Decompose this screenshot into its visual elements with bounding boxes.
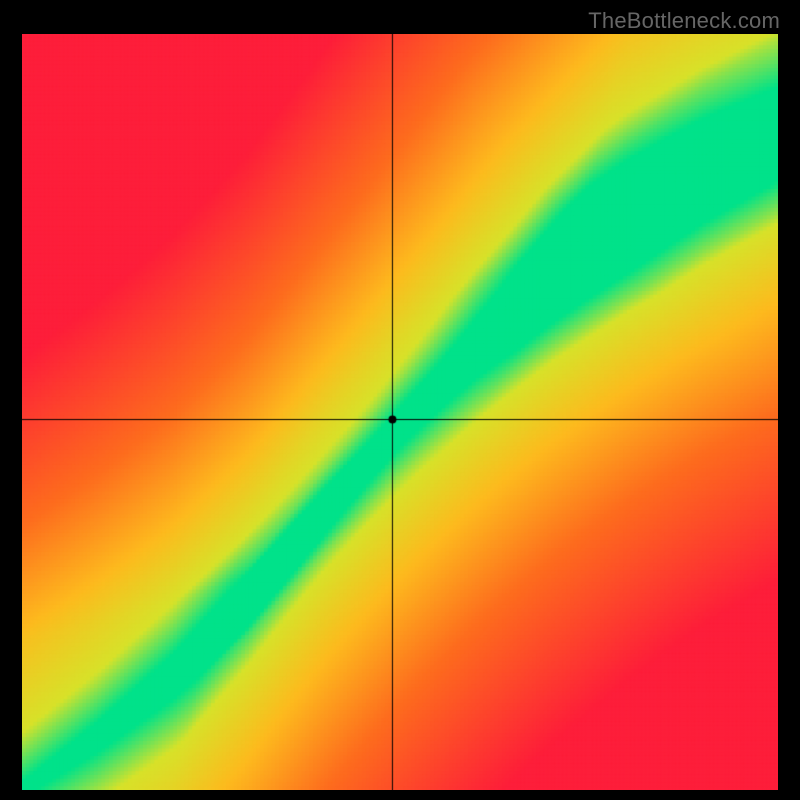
bottleneck-heatmap	[22, 34, 778, 790]
chart-container: TheBottleneck.com	[0, 0, 800, 800]
watermark-text: TheBottleneck.com	[588, 8, 780, 34]
